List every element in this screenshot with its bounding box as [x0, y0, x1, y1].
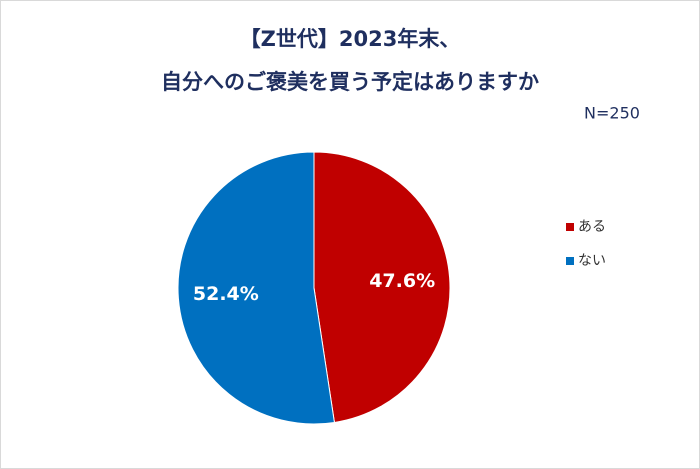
- legend-label: ある: [578, 219, 606, 235]
- chart-subtitle: N=250: [584, 104, 640, 123]
- chart-title-line: 自分へのご褒美を買う予定はありますか: [161, 70, 539, 94]
- value-label: 52.4%: [193, 283, 259, 305]
- legend-label: ない: [578, 253, 606, 269]
- pie-slice: [177, 151, 336, 425]
- value-label: 47.6%: [369, 270, 435, 292]
- pie-slice: [313, 151, 451, 424]
- legend-swatch: [566, 223, 574, 231]
- legend-swatch: [566, 257, 574, 265]
- chart-title-line: 【Z世代】2023年末、: [240, 27, 461, 51]
